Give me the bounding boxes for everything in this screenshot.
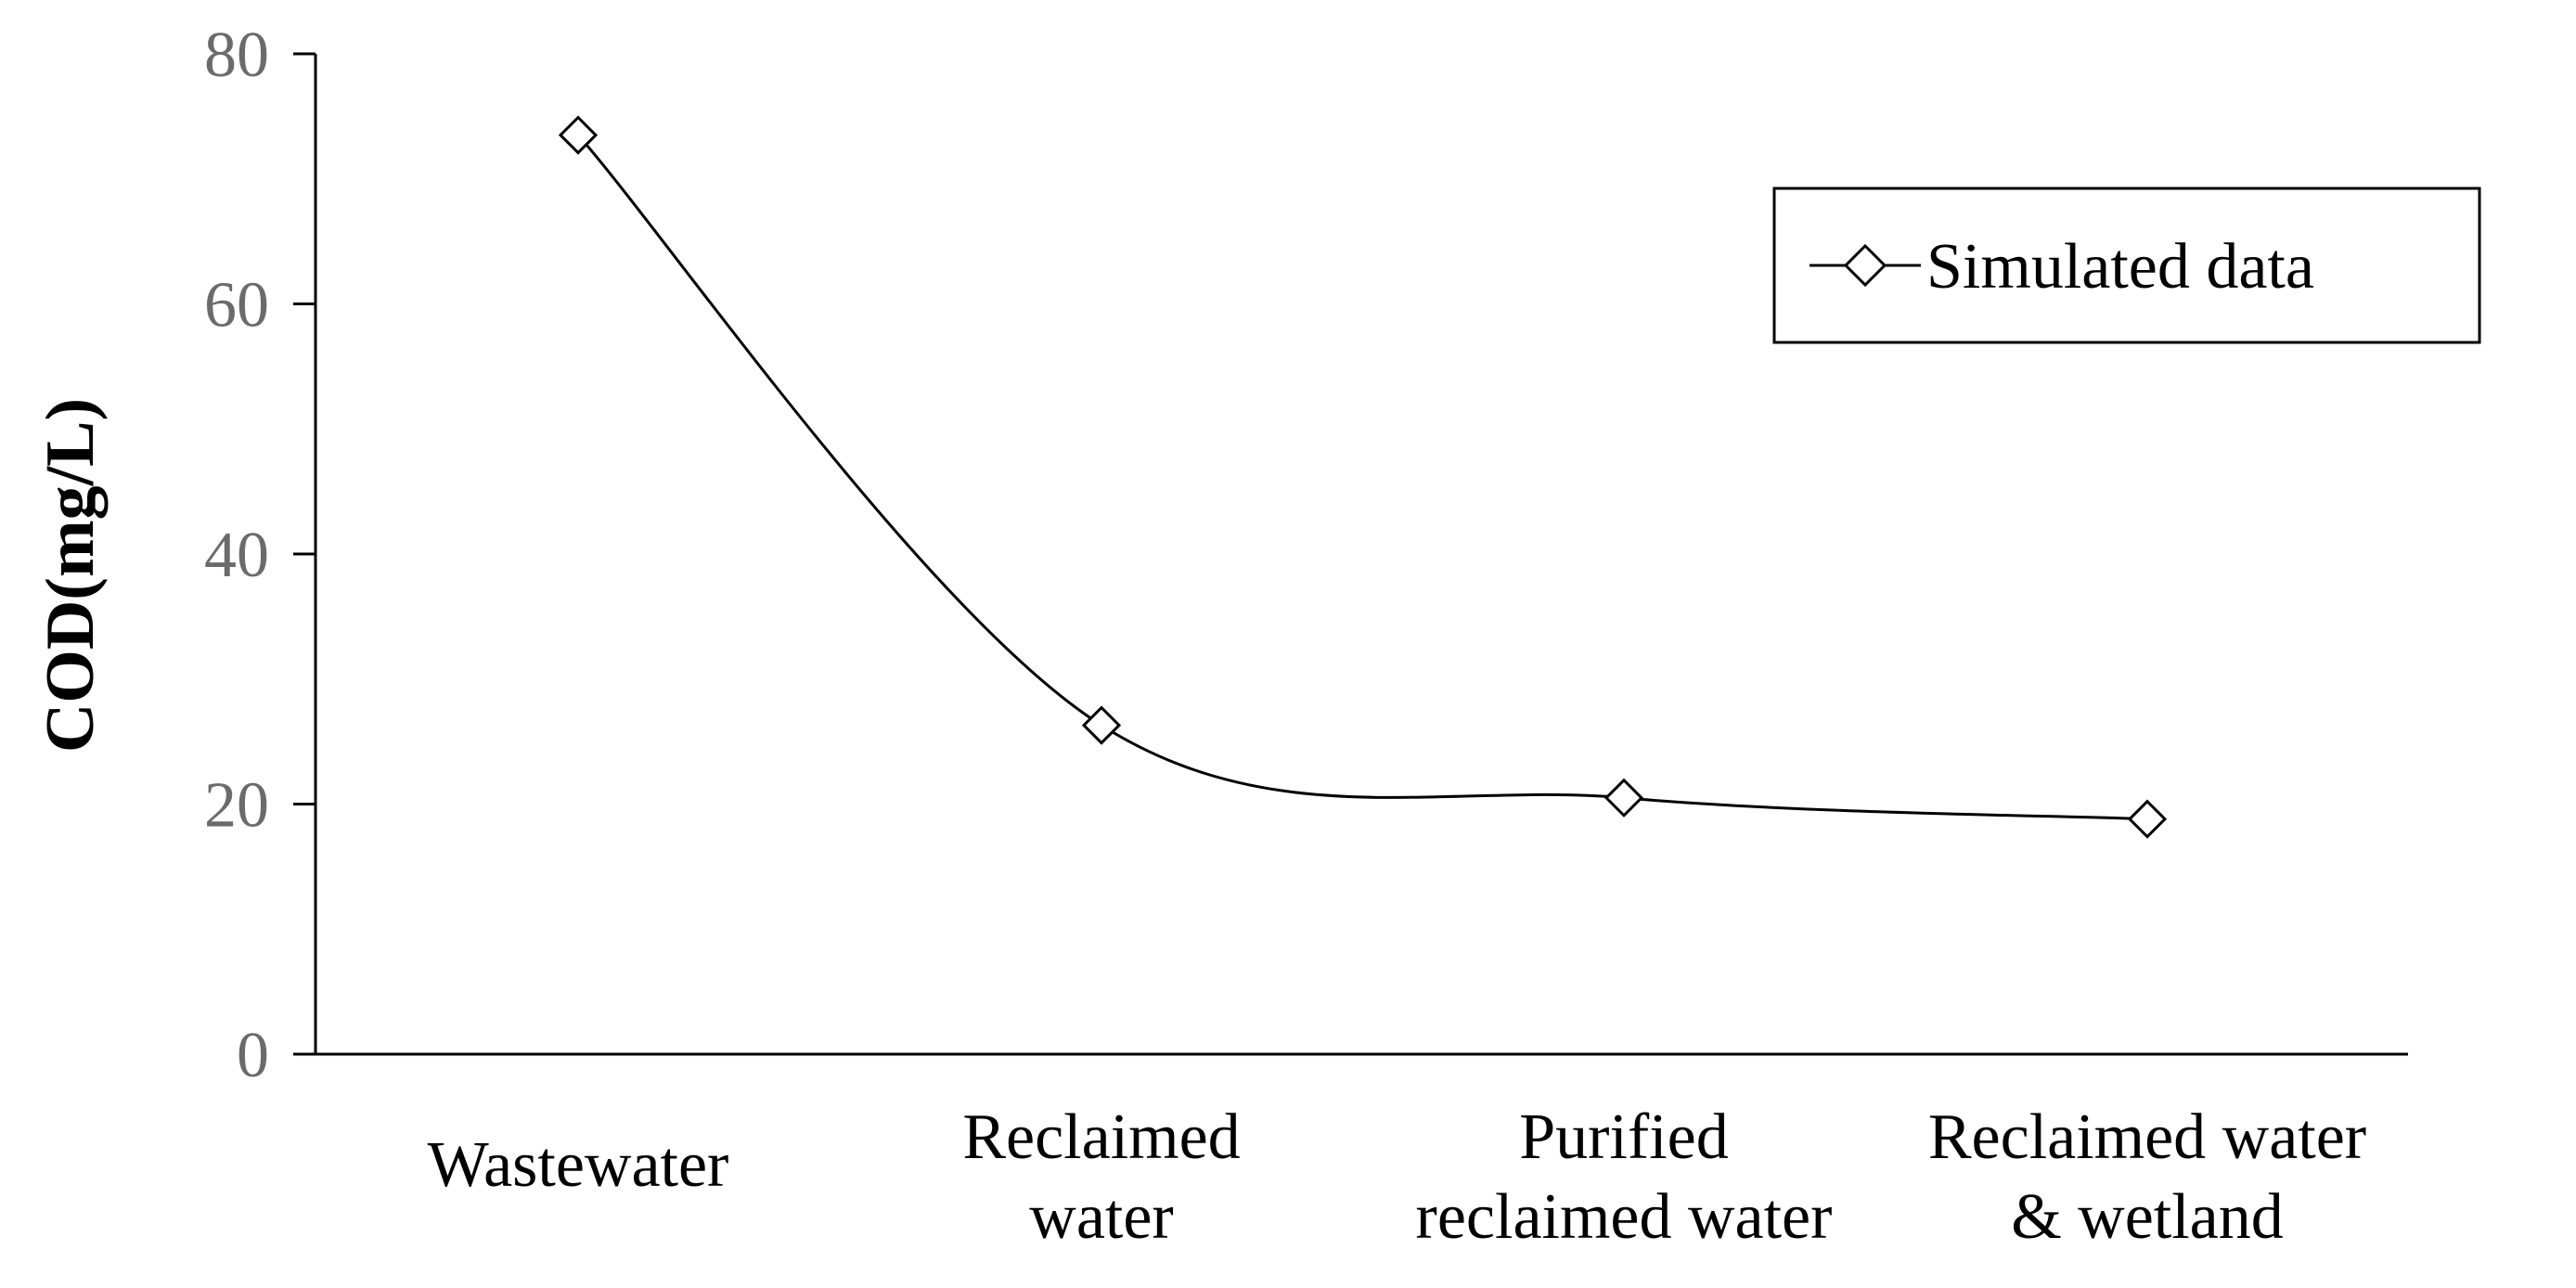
x-tick-label: Reclaimed <box>962 1101 1240 1173</box>
legend: Simulated data <box>1772 187 2481 344</box>
y-axis: 0 20 40 60 80 <box>204 19 317 1091</box>
legend-diamond-marker <box>1843 243 1887 288</box>
x-tick-label: reclaimed water <box>1416 1181 1833 1253</box>
x-tick-label: Wastewater <box>428 1129 729 1201</box>
y-tick-label: 40 <box>204 520 269 591</box>
y-tick-label: 80 <box>204 19 269 91</box>
data-point-marker <box>1081 705 1122 745</box>
x-axis: Wastewater Reclaimed water Purified reclaime… <box>316 1052 2408 1253</box>
x-tick-label: Purified <box>1519 1101 1729 1173</box>
y-tick-label: 60 <box>204 270 269 341</box>
series-line <box>576 134 2148 821</box>
y-tick-label: 0 <box>237 1020 269 1091</box>
plot-series <box>558 115 2168 839</box>
data-point-marker <box>558 115 599 155</box>
data-point-marker <box>2127 799 2168 839</box>
y-tick-label: 20 <box>204 770 269 842</box>
y-axis-label: COD(mg/L) <box>32 398 109 753</box>
x-tick-label: Reclaimed water <box>1928 1101 2366 1173</box>
legend-label: Simulated data <box>1926 231 2314 303</box>
x-tick-label: water <box>1029 1181 1173 1253</box>
data-point-marker <box>1604 778 1644 818</box>
x-tick-label: & wetland <box>2011 1181 2284 1253</box>
